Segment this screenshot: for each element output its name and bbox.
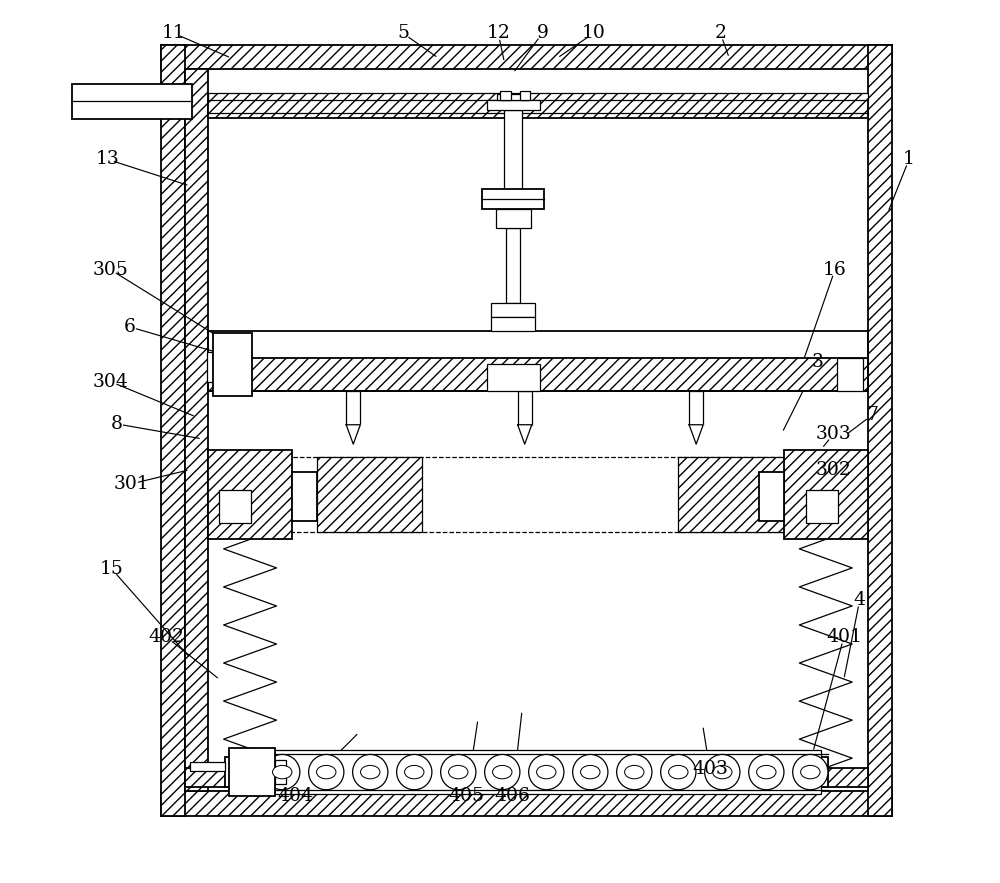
Bar — [208, 94, 868, 101]
Circle shape — [485, 754, 520, 789]
Text: 401: 401 — [826, 628, 862, 646]
Text: 406: 406 — [494, 787, 530, 805]
Text: 4: 4 — [854, 592, 866, 609]
Circle shape — [661, 754, 696, 789]
Text: 302: 302 — [815, 461, 851, 479]
Text: 303: 303 — [815, 426, 851, 443]
Text: 15: 15 — [100, 561, 124, 578]
Polygon shape — [346, 425, 360, 444]
Bar — [292, 472, 317, 521]
Text: 13: 13 — [96, 150, 120, 169]
Bar — [232, 750, 821, 794]
Text: 9: 9 — [536, 25, 548, 42]
Bar — [275, 760, 286, 784]
Text: 304: 304 — [92, 373, 128, 390]
Ellipse shape — [361, 766, 380, 779]
Bar — [491, 303, 535, 317]
Bar — [487, 365, 540, 391]
Text: 7: 7 — [866, 406, 878, 424]
Bar — [185, 767, 868, 787]
Circle shape — [705, 754, 740, 789]
Ellipse shape — [801, 766, 820, 779]
Text: 405: 405 — [448, 787, 484, 805]
Text: 305: 305 — [92, 260, 128, 278]
Text: 6: 6 — [124, 318, 136, 336]
Ellipse shape — [713, 766, 732, 779]
Bar — [678, 457, 784, 532]
Bar — [491, 317, 535, 331]
Bar — [806, 490, 838, 524]
Text: 1: 1 — [903, 150, 915, 169]
Text: 12: 12 — [486, 25, 510, 42]
Text: 5: 5 — [397, 25, 409, 42]
Bar — [317, 457, 422, 532]
Circle shape — [441, 754, 476, 789]
Bar — [518, 391, 532, 425]
Circle shape — [353, 754, 388, 789]
Ellipse shape — [669, 766, 688, 779]
Bar — [496, 208, 531, 228]
Bar — [506, 228, 520, 303]
Text: 8: 8 — [110, 415, 122, 433]
Bar — [487, 101, 540, 110]
Bar — [225, 757, 828, 787]
Text: 16: 16 — [823, 260, 847, 278]
Bar — [161, 45, 185, 816]
Circle shape — [617, 754, 652, 789]
Text: 402: 402 — [149, 628, 185, 646]
Bar — [213, 333, 252, 396]
Polygon shape — [518, 425, 532, 444]
Bar — [219, 490, 251, 524]
Bar — [208, 331, 868, 391]
Circle shape — [309, 754, 344, 789]
Bar — [520, 91, 530, 100]
Bar — [504, 110, 522, 189]
Ellipse shape — [317, 766, 336, 779]
Bar — [837, 358, 863, 391]
Text: 404: 404 — [277, 787, 313, 805]
Text: 2: 2 — [714, 25, 726, 42]
Bar — [689, 391, 703, 425]
Bar — [270, 457, 806, 532]
Circle shape — [397, 754, 432, 789]
Ellipse shape — [625, 766, 644, 779]
Bar — [161, 791, 892, 816]
Ellipse shape — [449, 766, 468, 779]
Bar — [868, 45, 892, 816]
Bar — [500, 91, 511, 100]
Bar — [482, 189, 544, 208]
Text: 403: 403 — [692, 760, 728, 779]
Bar — [497, 94, 529, 101]
Circle shape — [529, 754, 564, 789]
Circle shape — [793, 754, 828, 789]
Text: 3: 3 — [811, 353, 823, 371]
Text: 11: 11 — [162, 25, 186, 42]
Polygon shape — [689, 425, 703, 444]
Ellipse shape — [537, 766, 556, 779]
Bar — [185, 70, 208, 791]
Bar — [229, 748, 275, 796]
Ellipse shape — [757, 766, 776, 779]
Bar — [208, 450, 292, 540]
Ellipse shape — [273, 766, 292, 779]
Bar — [759, 472, 784, 521]
Text: 10: 10 — [582, 25, 605, 42]
Circle shape — [265, 754, 300, 789]
Text: 301: 301 — [114, 475, 149, 493]
Bar — [190, 761, 225, 771]
Circle shape — [749, 754, 784, 789]
Bar — [208, 358, 868, 391]
Circle shape — [573, 754, 608, 789]
Ellipse shape — [405, 766, 424, 779]
Ellipse shape — [493, 766, 512, 779]
Bar — [346, 391, 360, 425]
Bar — [72, 84, 192, 119]
Bar — [207, 352, 213, 382]
Bar — [784, 450, 868, 540]
Bar — [161, 45, 892, 70]
Ellipse shape — [581, 766, 600, 779]
Bar — [208, 101, 868, 118]
